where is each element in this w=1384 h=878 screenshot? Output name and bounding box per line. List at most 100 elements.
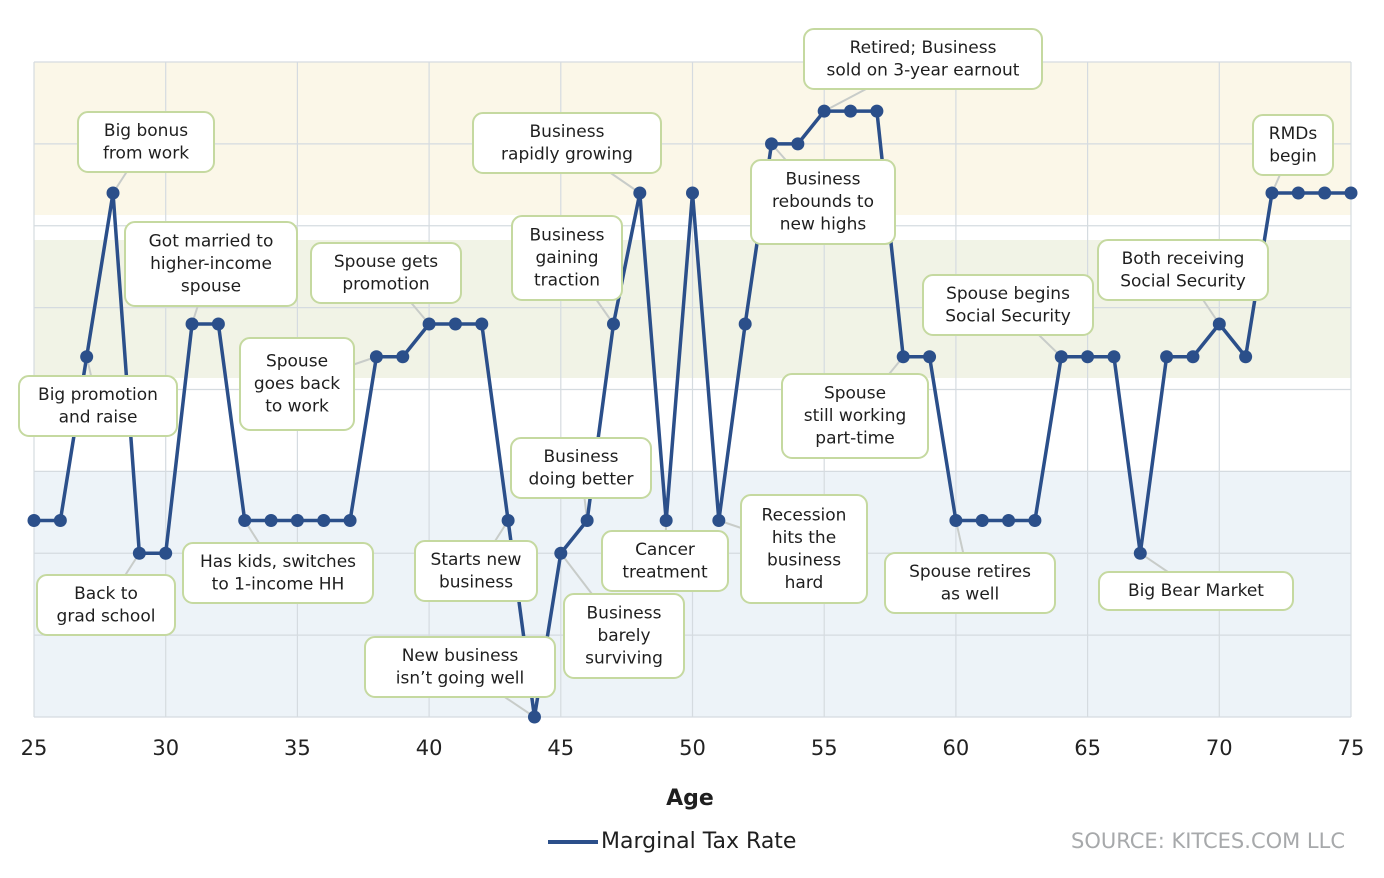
annotation-box <box>884 552 1056 614</box>
point <box>923 350 937 364</box>
annotation-text: Starts new <box>431 550 522 570</box>
point <box>290 514 304 527</box>
annotation-text: business <box>439 572 513 592</box>
x-tick-label: 50 <box>679 736 706 760</box>
annotation-text: Business <box>544 447 619 467</box>
annotation-text: grad school <box>57 606 156 626</box>
point <box>448 317 462 331</box>
point <box>896 350 910 364</box>
annotation-text: isn’t going well <box>396 668 525 688</box>
annotation-text: goes back <box>254 374 340 394</box>
point <box>369 350 383 364</box>
x-tick-label: 65 <box>1074 736 1101 760</box>
annotation-text: rapidly growing <box>501 144 633 164</box>
annotation-box <box>1097 239 1269 301</box>
point <box>1186 350 1200 364</box>
annotation-box <box>511 215 623 301</box>
annotation-text: still working <box>804 406 907 426</box>
point <box>1265 186 1279 200</box>
annotation-text: sold on 3-year earnout <box>827 60 1020 80</box>
point <box>1002 514 1016 527</box>
point <box>1318 186 1332 200</box>
annotation-box <box>803 28 1043 90</box>
annotation-box <box>18 375 178 437</box>
annotation-text: Retired; Business <box>850 38 997 58</box>
point <box>396 350 410 364</box>
x-tick-label: 40 <box>416 736 443 760</box>
annotation-box <box>239 337 355 431</box>
point <box>791 137 805 151</box>
annotation-box <box>922 274 1094 336</box>
annotation-text: Business <box>530 122 605 142</box>
annotation-text: Has kids, switches <box>200 552 356 572</box>
point <box>1239 350 1253 364</box>
annotation-text: business <box>767 550 841 570</box>
annotation-text: spouse <box>181 277 241 297</box>
annotation-box <box>601 530 729 592</box>
point <box>238 514 252 527</box>
annotation-text: treatment <box>622 562 708 582</box>
point <box>1107 350 1121 364</box>
point <box>712 514 726 527</box>
annotation-text: rebounds to <box>772 192 874 212</box>
point <box>633 186 647 200</box>
annotation-text: traction <box>534 271 600 291</box>
point <box>132 546 146 560</box>
point <box>606 317 620 331</box>
annotation-text: Business <box>587 604 662 624</box>
annotation-text: new highs <box>780 215 867 235</box>
point <box>80 350 94 364</box>
annotation-text: hits the <box>772 528 836 548</box>
annotation-text: higher-income <box>150 254 272 274</box>
source: SOURCE: KITCES.COM LLC <box>1071 829 1345 853</box>
point <box>1054 350 1068 364</box>
x-tick-label: 45 <box>547 736 574 760</box>
point <box>975 514 989 527</box>
x-tick-label: 30 <box>152 736 179 760</box>
annotation-box <box>414 540 538 602</box>
point <box>527 710 541 724</box>
annotation-text: Got married to <box>149 232 274 252</box>
x-axis-label: Age <box>666 786 714 811</box>
point <box>1133 546 1147 560</box>
annotation-box <box>36 574 176 636</box>
annotation-text: Recession <box>762 505 847 525</box>
annotation-text: Big promotion <box>38 385 158 405</box>
point <box>554 546 568 560</box>
point <box>211 317 225 331</box>
annotation-box <box>310 242 462 304</box>
annotation-text: surviving <box>585 649 663 669</box>
annotation-text: as well <box>941 584 1000 604</box>
point <box>844 104 858 118</box>
annotation-text: Social Security <box>945 306 1071 326</box>
point <box>949 514 963 527</box>
annotation-text: to work <box>265 397 329 417</box>
annotation-text: promotion <box>342 274 429 294</box>
annotation-box <box>182 542 374 604</box>
annotation-text: part-time <box>815 429 894 449</box>
point <box>1212 317 1226 331</box>
series <box>27 104 1358 724</box>
annotation-text: doing better <box>529 469 634 489</box>
annotation-text: from work <box>103 143 189 163</box>
x-tick-label: 75 <box>1338 736 1365 760</box>
point <box>27 514 41 527</box>
annotation-box <box>563 593 685 679</box>
annotation-box <box>1098 571 1294 611</box>
